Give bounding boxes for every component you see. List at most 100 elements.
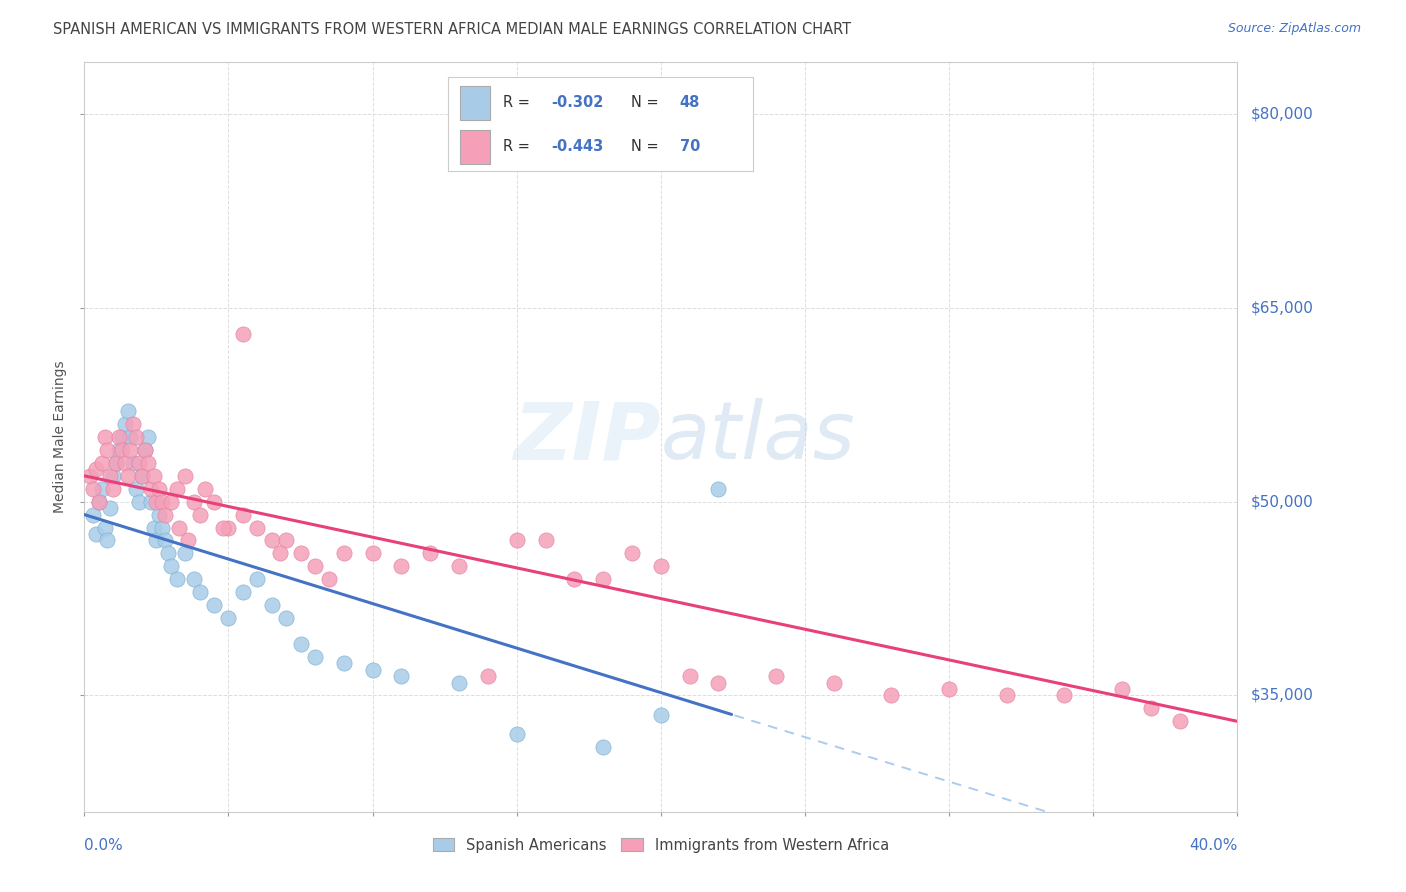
Point [1168,714,1191,729]
Point [93,430,115,444]
Point [111,430,134,444]
Point [304,649,326,664]
Point [96,442,118,457]
Point [260,533,283,548]
Point [84,527,107,541]
Point [218,611,240,625]
Point [592,572,614,586]
Point [1111,681,1133,696]
Point [148,482,170,496]
Point [449,675,471,690]
Point [183,494,205,508]
Point [98,468,121,483]
Point [232,585,254,599]
Point [84,462,107,476]
Point [131,468,153,483]
Point [188,508,211,522]
Point [333,546,356,560]
Point [823,675,845,690]
Point [96,533,118,548]
Legend: Spanish Americans, Immigrants from Western Africa: Spanish Americans, Immigrants from Weste… [427,831,894,858]
Point [134,442,156,457]
Point [880,689,903,703]
Point [82,508,104,522]
Point [134,442,156,457]
Text: $65,000: $65,000 [1251,301,1315,316]
Point [707,482,730,496]
Point [621,546,644,560]
Text: SPANISH AMERICAN VS IMMIGRANTS FROM WESTERN AFRICA MEDIAN MALE EARNINGS CORRELAT: SPANISH AMERICAN VS IMMIGRANTS FROM WEST… [53,22,852,37]
Point [131,468,153,483]
Text: ZIP: ZIP [513,398,661,476]
Point [232,326,254,341]
Point [90,482,112,496]
Point [506,533,529,548]
Point [148,508,170,522]
Point [111,442,134,457]
Point [449,559,471,574]
Point [139,482,162,496]
Point [361,663,384,677]
Text: $80,000: $80,000 [1251,107,1315,121]
Point [156,546,179,560]
Point [506,727,529,741]
Point [290,546,312,560]
Point [125,482,148,496]
Point [260,598,283,612]
Point [166,482,188,496]
Point [679,669,702,683]
Point [650,707,672,722]
Point [707,675,730,690]
Point [117,404,139,418]
Point [765,669,787,683]
Point [87,494,110,508]
Point [304,559,326,574]
Text: Source: ZipAtlas.com: Source: ZipAtlas.com [1227,22,1361,36]
Point [120,430,142,444]
Point [534,533,557,548]
Point [79,468,101,483]
Point [477,669,499,683]
Point [419,546,441,560]
Point [139,494,162,508]
Point [650,559,672,574]
Point [114,456,136,470]
Point [183,572,205,586]
Text: 40.0%: 40.0% [1189,838,1237,853]
Point [202,494,225,508]
Point [105,456,128,470]
Point [128,456,150,470]
Point [318,572,340,586]
Point [142,520,165,534]
Point [142,468,165,483]
Y-axis label: Median Male Earnings: Median Male Earnings [53,360,67,514]
Point [564,572,586,586]
Point [218,520,240,534]
Point [114,417,136,432]
Point [117,468,139,483]
Point [120,442,142,457]
Point [166,572,188,586]
Point [103,468,124,483]
Point [145,494,167,508]
Point [211,520,233,534]
Text: $35,000: $35,000 [1251,688,1315,703]
Point [150,494,173,508]
Point [391,669,413,683]
Point [995,689,1018,703]
Point [82,482,104,496]
Point [391,559,413,574]
Point [188,585,211,599]
Point [361,546,384,560]
Point [153,508,176,522]
Point [276,611,298,625]
Point [232,508,254,522]
Point [105,456,128,470]
Point [592,740,614,755]
Point [153,533,176,548]
Point [98,501,121,516]
Point [174,546,197,560]
Point [160,559,183,574]
Point [174,468,197,483]
Point [136,430,159,444]
